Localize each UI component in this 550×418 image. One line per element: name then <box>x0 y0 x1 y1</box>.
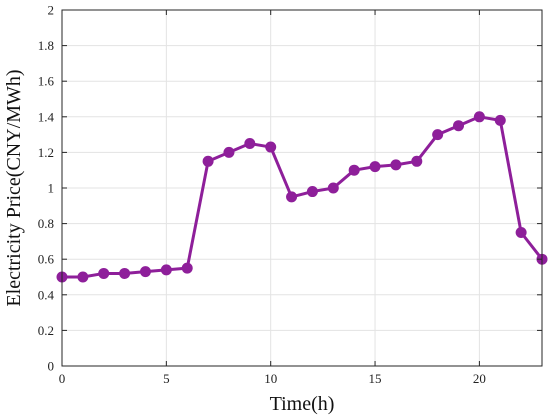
data-point <box>265 141 277 153</box>
data-point <box>348 164 360 176</box>
data-point <box>411 155 423 167</box>
data-point <box>286 191 298 203</box>
data-point <box>119 267 131 279</box>
y-tick-label: 0.4 <box>38 287 55 302</box>
y-tick-label: 1.4 <box>38 109 55 124</box>
data-point <box>202 155 214 167</box>
plot-series <box>56 111 548 283</box>
x-tick-label: 10 <box>264 371 277 386</box>
axis-ticks: 0 5 10 15 20 0 0.2 0.4 0.6 0.8 1 1.2 1.4 1.6 1.8 2 <box>38 3 542 386</box>
y-tick-label: 2 <box>48 3 55 18</box>
data-point <box>160 264 172 276</box>
data-point <box>139 266 151 278</box>
data-point <box>473 111 485 123</box>
y-tick-label: 0.2 <box>38 323 54 338</box>
y-tick-label: 0 <box>48 359 55 374</box>
x-axis-title: Time(h) <box>270 393 335 415</box>
data-point <box>223 146 235 158</box>
data-point <box>98 267 110 279</box>
y-tick-label: 0.8 <box>38 216 54 231</box>
data-point <box>494 114 506 126</box>
y-axis-title: Electricity Price(CNY/MWh) <box>3 69 25 306</box>
x-tick-label: 20 <box>473 371 486 386</box>
data-point <box>515 227 527 238</box>
grid <box>61 9 542 367</box>
y-tick-label: 1 <box>48 181 55 196</box>
data-point <box>327 182 339 194</box>
y-tick-label: 1.8 <box>38 38 54 53</box>
data-point <box>390 159 402 171</box>
y-tick-label: 0.6 <box>38 252 55 267</box>
data-point <box>369 161 381 173</box>
y-tick-label: 1.2 <box>38 145 54 160</box>
data-point <box>306 186 318 198</box>
series-line <box>60 115 544 279</box>
data-point <box>432 129 444 141</box>
x-tick-label: 5 <box>163 371 170 386</box>
data-point <box>77 271 89 283</box>
y-tick-label: 1.6 <box>38 74 55 89</box>
data-point <box>453 120 465 132</box>
x-tick-label: 0 <box>59 371 66 386</box>
data-point <box>244 138 256 149</box>
x-tick-label: 15 <box>369 371 382 386</box>
data-point <box>181 262 193 274</box>
